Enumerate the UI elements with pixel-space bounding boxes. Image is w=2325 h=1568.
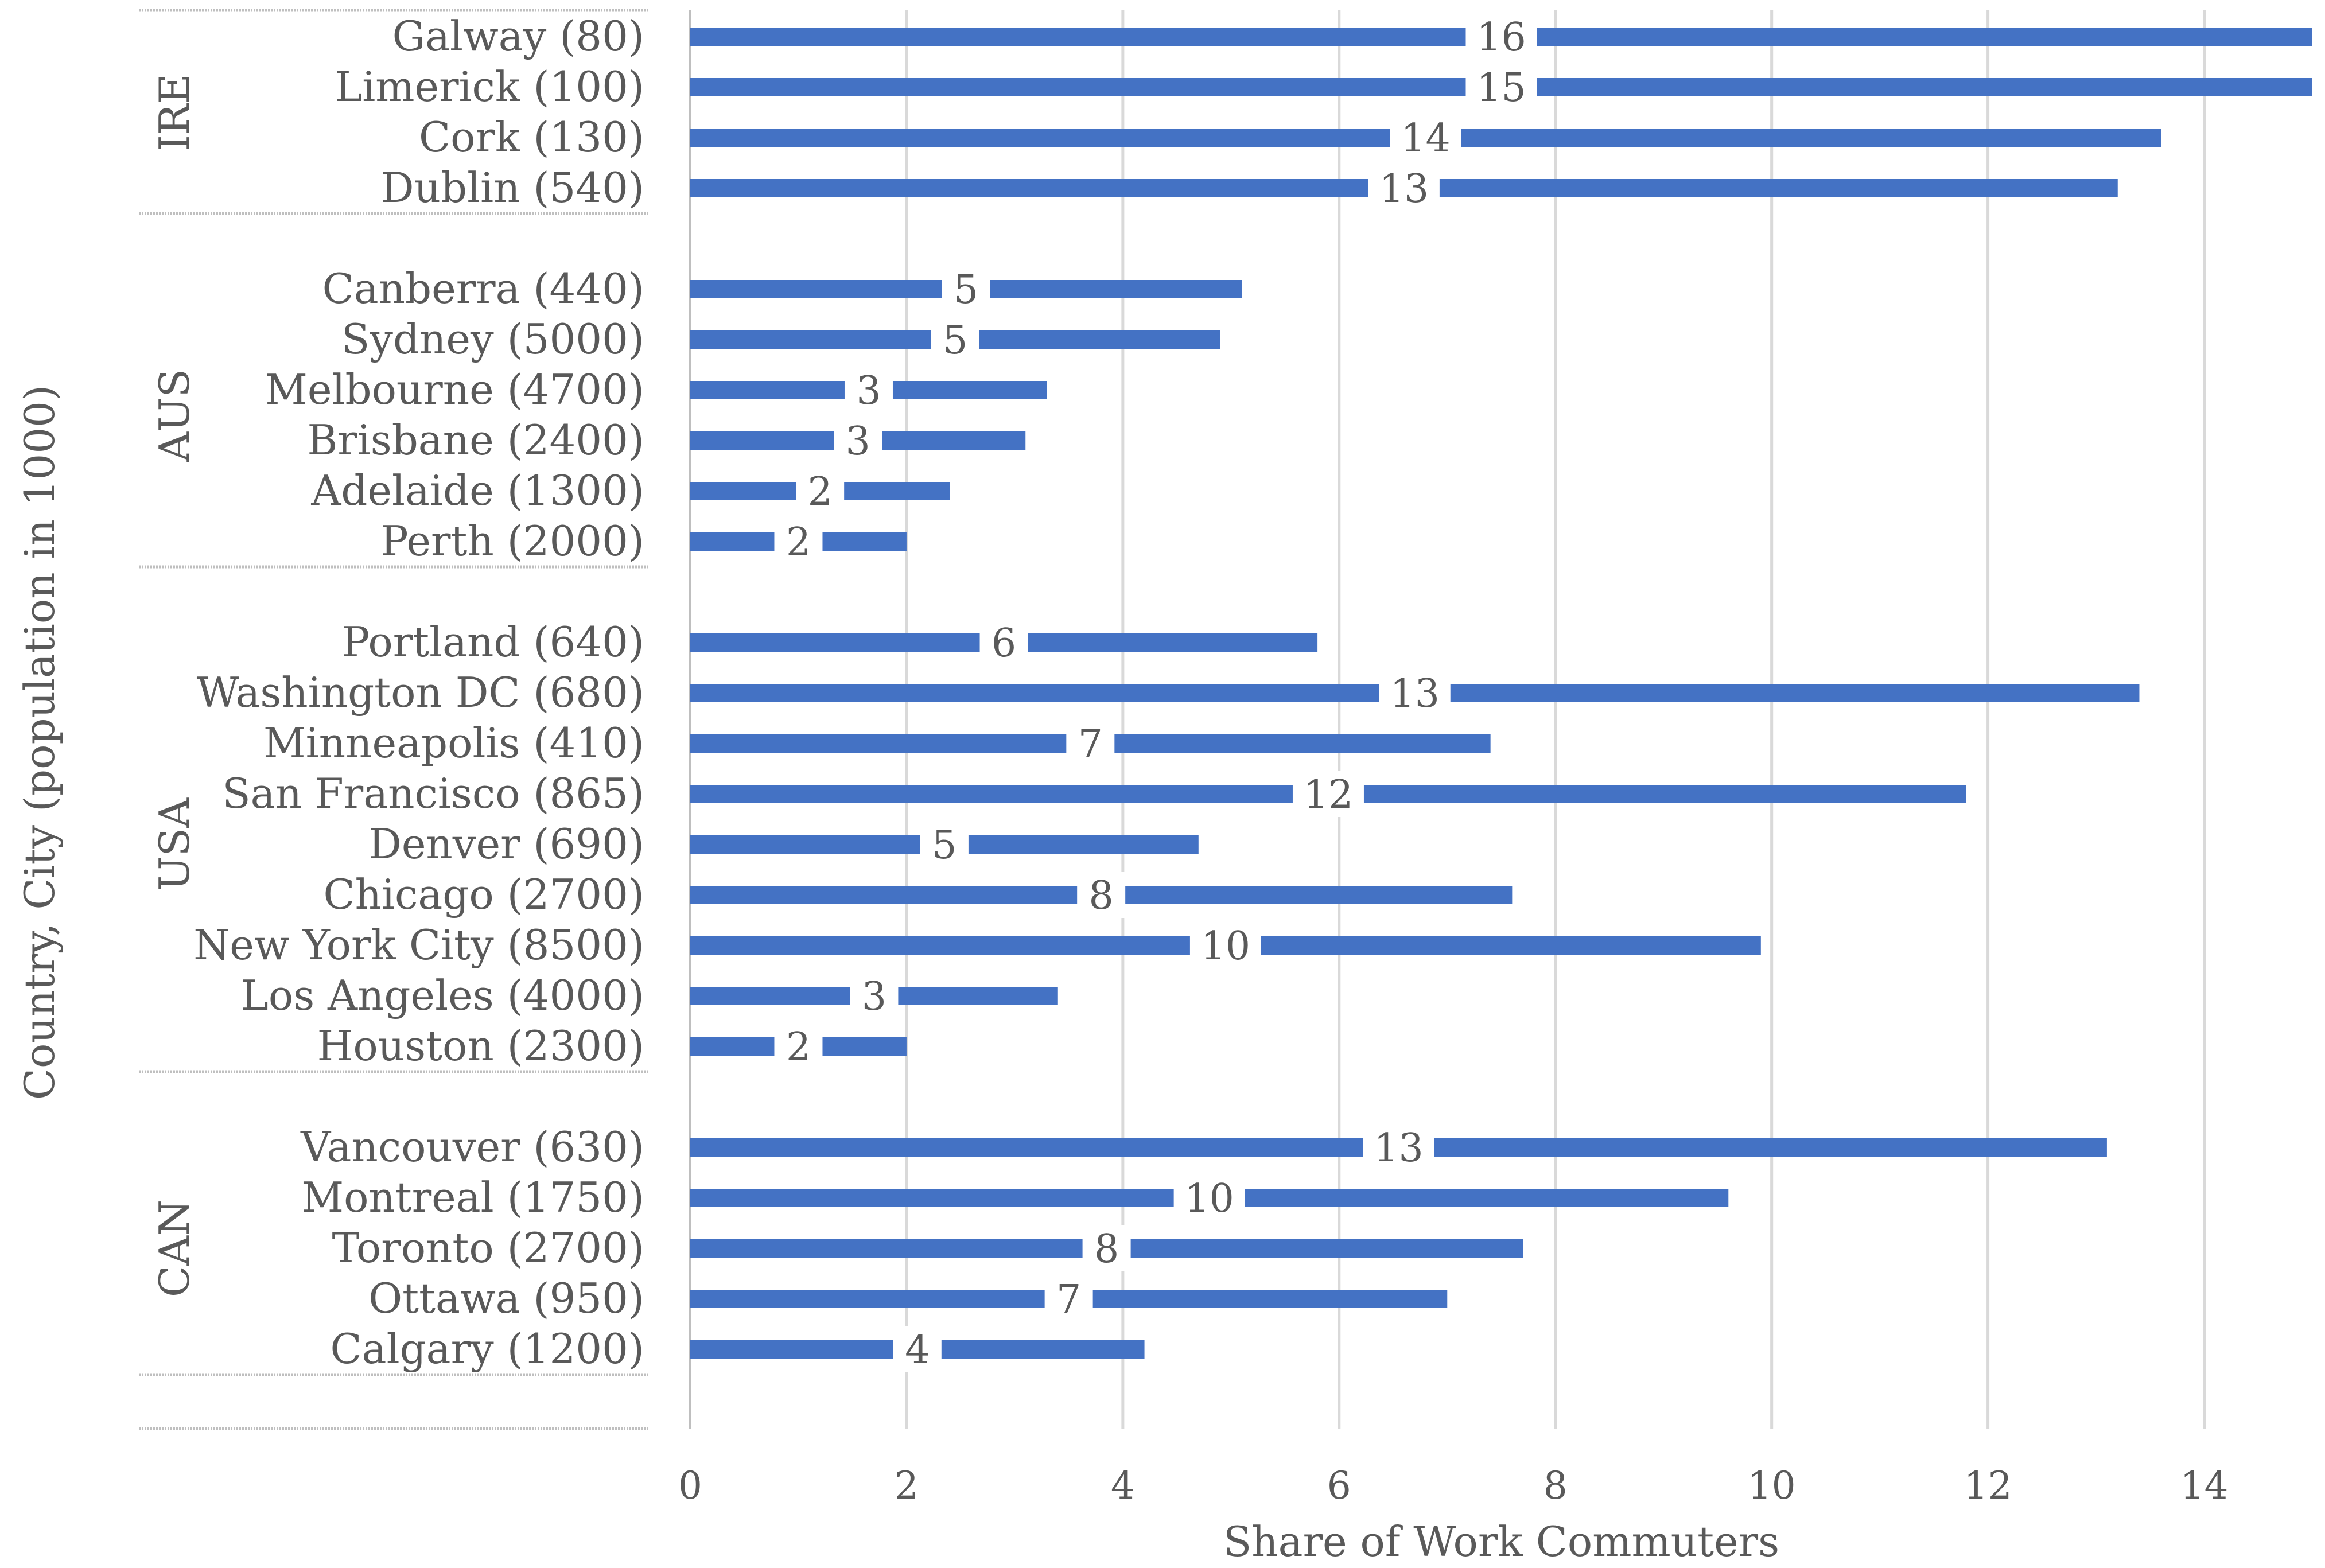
x-tick-label: 14 bbox=[2180, 1464, 2229, 1508]
x-tick-label: 12 bbox=[1964, 1464, 2012, 1508]
data-label: 5 bbox=[943, 318, 967, 363]
city-label: Perth (2000) bbox=[380, 517, 644, 565]
city-label: Calgary (1200) bbox=[331, 1325, 644, 1373]
data-label: 3 bbox=[845, 419, 870, 464]
data-label: 2 bbox=[808, 469, 833, 515]
city-label: Washington DC (680) bbox=[197, 668, 644, 717]
data-label: 10 bbox=[1201, 924, 1251, 969]
data-label-background bbox=[1292, 771, 1364, 817]
data-label-background bbox=[796, 468, 845, 514]
data-label-background bbox=[774, 1024, 823, 1069]
x-axis-title: Share of Work Commuters bbox=[1223, 1518, 1779, 1566]
data-label: 13 bbox=[1374, 1126, 1424, 1171]
data-label-background bbox=[1189, 923, 1261, 968]
data-label-background bbox=[942, 266, 990, 312]
data-label: 5 bbox=[954, 267, 978, 313]
x-tick-label: 0 bbox=[678, 1464, 702, 1508]
data-label: 3 bbox=[856, 368, 881, 414]
data-label: 13 bbox=[1379, 166, 1429, 212]
group-label: AUS bbox=[150, 369, 199, 462]
data-label: 7 bbox=[1056, 1277, 1081, 1322]
city-label: Montreal (1750) bbox=[301, 1173, 644, 1221]
x-tick-label: 10 bbox=[1748, 1464, 1796, 1508]
x-tick-label: 2 bbox=[895, 1464, 919, 1508]
data-label-background bbox=[1465, 14, 1537, 60]
city-label: Houston (2300) bbox=[317, 1022, 644, 1070]
data-label: 2 bbox=[786, 1025, 811, 1070]
data-label-background bbox=[1368, 165, 1440, 211]
city-label: New York City (8500) bbox=[193, 921, 644, 969]
data-label-background bbox=[774, 519, 823, 565]
city-label: Vancouver (630) bbox=[300, 1123, 644, 1171]
city-label: Ottawa (950) bbox=[368, 1274, 644, 1322]
x-tick-label: 8 bbox=[1543, 1464, 1568, 1508]
group-label: CAN bbox=[150, 1200, 199, 1297]
city-label: Denver (690) bbox=[368, 820, 644, 868]
y-axis-title: Country, City (population in 1000) bbox=[15, 385, 64, 1100]
data-label-background bbox=[1363, 1125, 1434, 1170]
city-labels: Galway (80)Limerick (100)Cork (130)Dubli… bbox=[193, 12, 644, 1373]
city-label: Dublin (540) bbox=[381, 164, 644, 212]
group-separators bbox=[139, 9, 650, 1430]
data-label-background bbox=[834, 418, 882, 464]
gridlines bbox=[689, 10, 2206, 1429]
data-label: 2 bbox=[786, 520, 811, 565]
city-label: Sydney (5000) bbox=[341, 315, 644, 363]
data-label: 12 bbox=[1304, 772, 1354, 818]
data-label-background bbox=[1082, 1225, 1131, 1271]
city-label: Canberra (440) bbox=[322, 264, 644, 313]
data-label-background bbox=[1390, 115, 1461, 161]
data-label: 13 bbox=[1390, 671, 1440, 717]
data-label-background bbox=[1077, 872, 1126, 918]
x-tick-labels: 0 2 4 6 8 10 12 14 bbox=[678, 1464, 2229, 1508]
data-label: 3 bbox=[862, 974, 887, 1020]
city-label: Brisbane (2400) bbox=[307, 416, 644, 464]
group-label: IRE bbox=[150, 73, 199, 151]
data-label-background bbox=[979, 620, 1028, 666]
x-tick-label: 6 bbox=[1327, 1464, 1351, 1508]
data-label: 8 bbox=[1094, 1227, 1119, 1272]
data-label: 8 bbox=[1089, 873, 1114, 919]
data-label-background bbox=[1066, 721, 1115, 767]
group-labels: IRE AUS USA CAN bbox=[150, 73, 199, 1297]
data-label-background bbox=[1173, 1175, 1245, 1221]
data-label: 15 bbox=[1476, 65, 1526, 111]
city-label: Adelaide (1300) bbox=[310, 466, 644, 515]
data-label: 5 bbox=[932, 823, 957, 868]
city-label: Portland (640) bbox=[342, 618, 644, 666]
city-label: Los Angeles (4000) bbox=[241, 971, 644, 1020]
city-label: Melbourne (4700) bbox=[265, 365, 644, 414]
city-label: Chicago (2700) bbox=[324, 870, 644, 919]
data-label: 14 bbox=[1401, 116, 1451, 161]
group-label: USA bbox=[150, 797, 199, 891]
data-label-background bbox=[1044, 1276, 1093, 1322]
data-label-background bbox=[844, 367, 893, 413]
data-label-background bbox=[931, 317, 979, 363]
data-label: 10 bbox=[1184, 1176, 1234, 1221]
city-label: Toronto (2700) bbox=[332, 1224, 645, 1272]
data-label-background bbox=[850, 973, 899, 1019]
data-label: 4 bbox=[905, 1328, 930, 1373]
city-label: Galway (80) bbox=[392, 12, 644, 60]
city-label: Cork (130) bbox=[419, 113, 644, 161]
city-label: San Francisco (865) bbox=[222, 769, 644, 818]
data-label: 16 bbox=[1476, 15, 1526, 60]
data-label-background bbox=[893, 1326, 942, 1372]
city-label: Limerick (100) bbox=[335, 63, 644, 111]
data-label: 7 bbox=[1078, 722, 1103, 767]
data-label-background bbox=[1379, 670, 1451, 716]
data-label-background bbox=[1465, 64, 1537, 110]
x-tick-label: 4 bbox=[1111, 1464, 1135, 1508]
data-label: 6 bbox=[992, 621, 1016, 666]
city-label: Minneapolis (410) bbox=[263, 719, 644, 767]
data-label-background bbox=[920, 822, 969, 867]
